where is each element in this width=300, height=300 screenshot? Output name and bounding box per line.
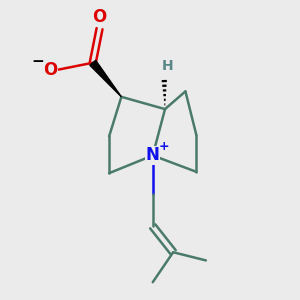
Text: O: O: [43, 61, 57, 79]
Text: O: O: [92, 8, 107, 26]
Text: −: −: [32, 54, 45, 69]
Text: +: +: [159, 140, 169, 153]
Text: N: N: [146, 146, 160, 164]
Polygon shape: [90, 60, 122, 97]
Text: H: H: [162, 59, 174, 73]
